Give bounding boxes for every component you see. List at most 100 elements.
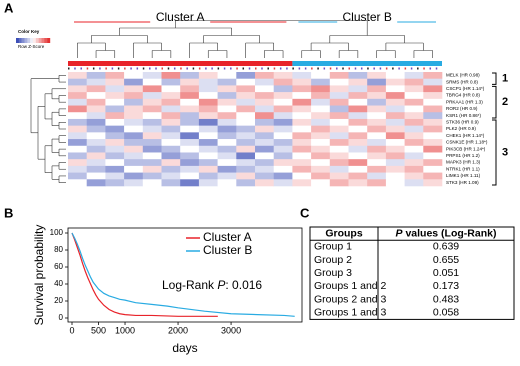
heatmap-cell — [105, 78, 125, 86]
heatmap-cell — [180, 112, 200, 120]
covariate-dot — [167, 67, 170, 70]
heatmap-cell — [198, 105, 218, 113]
heatmap-cell — [292, 72, 312, 80]
survival-line — [71, 232, 295, 317]
heatmap-cell — [180, 159, 200, 167]
heatmap-cell — [68, 92, 87, 100]
heatmap-cell — [423, 118, 443, 126]
covariate-dot — [80, 67, 82, 70]
heatmap-cell — [124, 105, 144, 113]
heatmap-cell — [124, 78, 144, 86]
heatmap-cell — [423, 179, 443, 187]
heatmap-cell — [161, 145, 181, 153]
y-tick-label: 0 — [59, 313, 64, 322]
heatmap-cell — [236, 179, 256, 187]
heatmap-cell — [385, 72, 405, 80]
heatmap-cell — [86, 145, 106, 153]
heatmap-cell — [255, 139, 274, 147]
heatmap-cell — [311, 145, 331, 153]
heatmap-cell — [86, 172, 106, 180]
heatmap-cell — [161, 105, 181, 113]
heatmap-cell — [124, 125, 144, 133]
heatmap-cell — [367, 172, 387, 180]
heatmap-cell — [348, 152, 368, 160]
heatmap-cell — [329, 72, 349, 80]
heatmap-cell — [142, 139, 162, 147]
heatmap-cell — [404, 112, 424, 120]
covariate-dot — [223, 67, 226, 70]
heatmap-cell — [105, 98, 125, 106]
heatmap-cell — [198, 165, 218, 173]
heatmap-cell — [404, 78, 424, 86]
covariate-dot — [279, 67, 282, 70]
heatmap-cell — [292, 92, 312, 100]
heatmap-cell — [236, 139, 256, 147]
heatmap-cell — [423, 139, 443, 147]
heatmap-cell — [385, 152, 405, 160]
heatmap-cell — [86, 159, 106, 167]
heatmap-cell — [68, 118, 87, 126]
heatmap-cell — [124, 139, 144, 147]
heatmap-cell — [273, 72, 293, 80]
table-cell: Groups 2 and 3 — [314, 293, 387, 305]
survival-line — [71, 232, 218, 317]
heatmap-cell — [423, 172, 443, 180]
heatmap-cell — [255, 145, 274, 153]
heatmap-cell — [161, 85, 181, 93]
covariate-dot — [392, 67, 394, 70]
heatmap-cell — [142, 85, 162, 93]
covariate-dot — [329, 67, 332, 70]
row-label: CHEK1 (HR 1.14*) — [446, 133, 485, 138]
group-label: 3 — [502, 146, 508, 158]
heatmap-cell — [255, 72, 274, 80]
heatmap-cell — [217, 159, 237, 167]
heatmap-cell — [273, 139, 293, 147]
heatmap-cell — [385, 139, 405, 147]
heatmap-cell — [217, 112, 237, 120]
heatmap-cell — [273, 165, 293, 173]
heatmap-cell — [367, 132, 387, 140]
heatmap-cell — [161, 118, 181, 126]
heatmap-cell — [367, 159, 387, 167]
heatmap-cell — [142, 98, 162, 106]
heatmap-cell — [68, 85, 87, 93]
covariate-dot — [354, 67, 357, 70]
heatmap-cell — [385, 172, 405, 180]
cluster-bar — [292, 61, 442, 66]
heatmap-cell — [367, 92, 387, 100]
plot-frame — [67, 227, 303, 323]
covariate-dot — [423, 67, 425, 70]
heatmap-cell — [423, 159, 443, 167]
heatmap-cell — [68, 98, 87, 106]
heatmap-cell — [311, 78, 331, 86]
heatmap-cell — [180, 92, 200, 100]
covariate-dot — [379, 67, 382, 70]
heatmap-cell — [329, 85, 349, 93]
heatmap-cell — [255, 152, 274, 160]
heatmap-cell — [404, 105, 424, 113]
heatmap-cell — [180, 85, 200, 93]
covariate-dot — [336, 67, 338, 70]
heatmap-cell — [161, 179, 181, 187]
color-key-swatch — [16, 38, 20, 43]
heatmap-cell — [105, 132, 125, 140]
heatmap-cell — [255, 132, 274, 140]
heatmap-cell — [255, 159, 274, 167]
heatmap-cell — [273, 92, 293, 100]
heatmap-cell — [180, 172, 200, 180]
covariate-dot — [211, 67, 213, 70]
heatmap-cell — [198, 78, 218, 86]
heatmap-cell — [367, 72, 387, 80]
heatmap-cell — [367, 118, 387, 126]
table-cell: 0.058 — [433, 307, 459, 319]
heatmap-cell — [329, 172, 349, 180]
heatmap-cell — [329, 159, 349, 167]
covariate-dot — [273, 67, 276, 70]
covariate-dot — [323, 67, 326, 70]
heatmap-cell — [404, 118, 424, 126]
heatmap-cell — [198, 112, 218, 120]
heatmap-cell — [348, 145, 368, 153]
y-tick-label: 100 — [50, 228, 64, 237]
group-bracket — [492, 119, 497, 186]
heatmap-cell — [385, 85, 405, 93]
